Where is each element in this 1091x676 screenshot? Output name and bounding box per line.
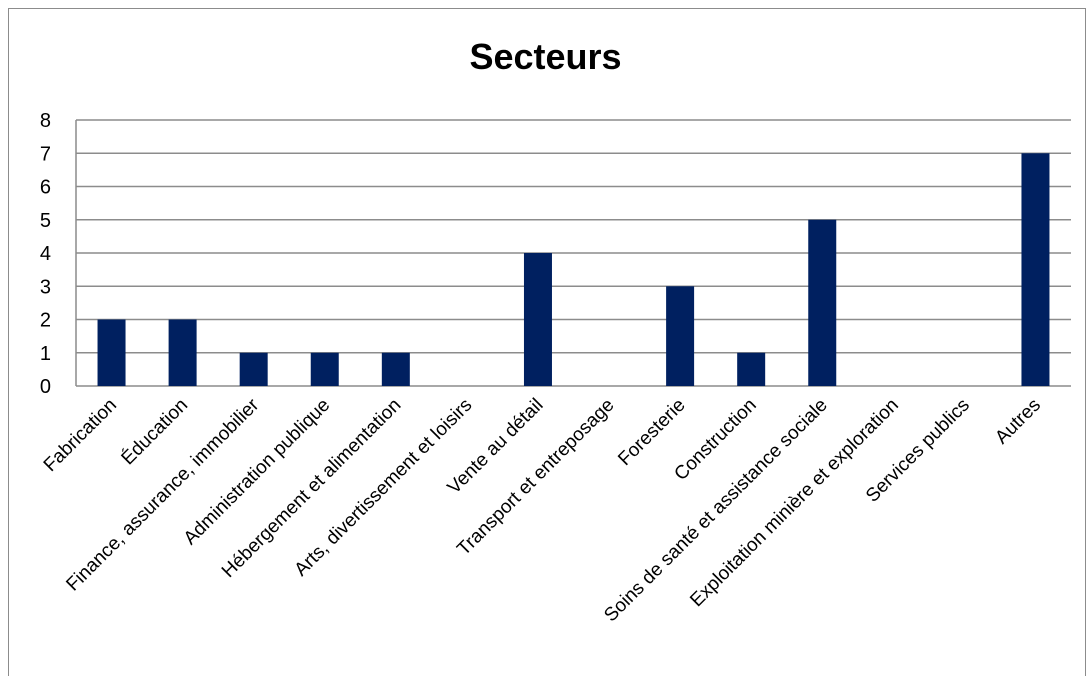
bars — [97, 153, 1050, 386]
bar — [168, 319, 197, 386]
y-tick-label: 4 — [40, 243, 51, 265]
y-tick-label: 8 — [40, 110, 51, 132]
y-tick-label: 1 — [40, 343, 51, 365]
y-tick-label: 0 — [40, 376, 51, 398]
bar — [97, 319, 126, 386]
x-tick-label: Éducation — [118, 395, 193, 470]
x-tick-label: Foresterie — [614, 395, 689, 470]
y-tick-labels: 0 1 2 3 4 5 6 7 8 — [40, 110, 51, 398]
chart-area-border — [8, 8, 1086, 676]
x-tick-label: Fabrication — [40, 395, 121, 476]
bar — [381, 352, 410, 386]
bar — [666, 286, 695, 386]
bar — [523, 253, 552, 386]
bar — [808, 219, 837, 386]
bar — [1021, 153, 1050, 386]
x-tick-label: Autres — [991, 395, 1045, 449]
y-tick-label: 3 — [40, 276, 51, 298]
y-tick-label: 2 — [40, 310, 51, 332]
y-tick-label: 5 — [40, 210, 51, 232]
bar — [737, 352, 766, 386]
bar — [239, 352, 268, 386]
bar — [310, 352, 339, 386]
y-tick-label: 7 — [40, 143, 51, 165]
x-tick-label: Administration publique — [180, 395, 335, 550]
chart-title: Secteurs — [469, 36, 622, 77]
gridlines — [76, 119, 1071, 354]
y-tick-label: 6 — [40, 177, 51, 199]
